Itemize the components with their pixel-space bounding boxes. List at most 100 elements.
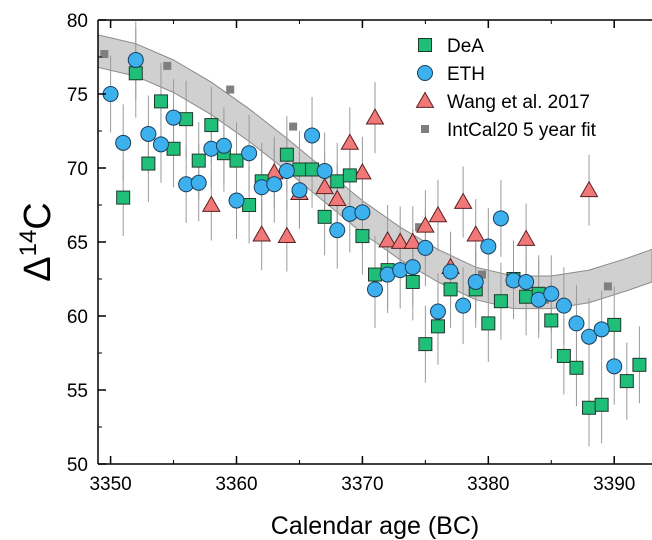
dea-point — [556, 348, 571, 363]
wang-et-al-2017-point — [403, 232, 423, 249]
eth-point — [429, 303, 446, 320]
y-axis-title-sup: 14 — [15, 230, 42, 257]
data-markers — [100, 50, 647, 415]
eth-point — [241, 145, 258, 162]
dea-point — [443, 282, 458, 297]
dea-point — [330, 174, 345, 189]
dea-point — [317, 209, 332, 224]
x-tick-label: 3360 — [215, 474, 257, 495]
y-axis-title-delta: Δ — [17, 256, 59, 281]
dea-point — [355, 229, 370, 244]
x-tick-label: 3390 — [593, 474, 635, 495]
intcal20-5-year-fit-point — [478, 270, 487, 279]
dea-legend-marker — [418, 38, 432, 52]
wang-et-al-2017-legend-marker — [415, 91, 435, 108]
dea-legend-label: DeA — [447, 36, 484, 57]
eth-point — [215, 137, 232, 154]
dea-point — [569, 360, 584, 375]
eth-point — [568, 315, 585, 332]
dea-point — [430, 319, 445, 334]
wang-et-al-2017-point — [579, 180, 599, 198]
eth-point — [555, 297, 572, 314]
dea-point — [153, 94, 168, 109]
eth-legend-label: ETH — [447, 64, 485, 85]
eth-point — [367, 281, 383, 298]
eth-point — [316, 162, 333, 179]
y-tick-label: 60 — [67, 307, 88, 328]
intcal20-5-year-fit-point — [100, 50, 109, 59]
eth-point — [467, 273, 484, 290]
x-tick-label: 3350 — [89, 474, 131, 495]
wang-et-al-2017-point — [353, 162, 372, 180]
eth-point — [115, 134, 132, 151]
eth-point — [518, 273, 535, 290]
dea-point — [619, 374, 634, 389]
dea-point — [242, 198, 257, 212]
y-tick-label: 70 — [67, 159, 88, 180]
eth-point — [354, 204, 371, 221]
wang-et-al-2017-point — [416, 216, 435, 233]
dea-point — [405, 274, 420, 289]
wang-et-al-2017-point — [466, 225, 486, 242]
dea-point — [179, 112, 194, 127]
dea-point — [493, 294, 508, 309]
dea-point — [229, 153, 244, 168]
eth-point — [190, 174, 207, 191]
x-axis-title: Calendar age (BC) — [271, 512, 479, 540]
eth-point — [417, 239, 434, 256]
dea-point — [204, 118, 219, 133]
y-axis-title: Δ14C — [15, 202, 59, 282]
dea-point — [305, 162, 320, 177]
dea-point — [128, 66, 143, 81]
eth-point — [492, 210, 509, 227]
eth-point — [329, 222, 346, 239]
dea-point — [481, 316, 496, 331]
eth-point — [480, 238, 497, 255]
wang-et-al-2017-point — [277, 226, 297, 243]
dea-point — [632, 357, 647, 372]
intcal20-5-year-fit-point — [603, 282, 612, 291]
y-tick-label: 75 — [67, 85, 88, 106]
dea-point — [368, 267, 382, 282]
wang-et-al-2017-point — [390, 232, 410, 249]
wang-et-al-2017-point — [516, 229, 536, 246]
dea-point — [607, 317, 622, 332]
eth-point — [606, 358, 623, 375]
eth-point — [127, 51, 144, 68]
dea-point — [116, 190, 131, 205]
intcal20-5-year-fit-point — [415, 223, 424, 232]
wang-et-al-2017-point — [428, 205, 448, 223]
eth-point — [404, 259, 421, 276]
wang-et-al-2017-point — [252, 225, 272, 242]
wang-et-al-2017-point — [327, 189, 347, 206]
axes — [97, 19, 652, 465]
eth-point — [455, 297, 472, 314]
dea-point — [342, 168, 357, 183]
wang-et-al-2017-point — [453, 192, 473, 209]
y-tick-label: 65 — [67, 233, 88, 254]
eth-point — [581, 328, 598, 345]
dea-point — [191, 153, 206, 168]
eth-point — [304, 127, 321, 144]
dea-point — [279, 147, 294, 162]
eth-point — [152, 136, 169, 153]
eth-point — [291, 182, 308, 199]
eth-point — [593, 321, 610, 338]
wang-et-al-2017-point — [340, 133, 360, 150]
x-tick-label: 3380 — [467, 474, 509, 495]
eth-point — [543, 285, 560, 302]
dea-point — [594, 397, 609, 412]
wang-et-al-2017-point — [315, 177, 334, 195]
y-axis-title-tail: C — [17, 202, 59, 229]
wang-et-al-2017-legend-label: Wang et al. 2017 — [447, 92, 590, 113]
eth-point — [228, 192, 245, 209]
dea-point — [519, 289, 534, 304]
dea-point — [166, 141, 181, 156]
eth-point — [140, 125, 157, 142]
eth-legend-marker — [417, 65, 433, 81]
dea-point — [544, 313, 559, 328]
intcal20-5-year-fit-point — [163, 61, 172, 70]
wang-et-al-2017-point — [201, 195, 221, 212]
y-tick-label: 50 — [67, 455, 88, 476]
